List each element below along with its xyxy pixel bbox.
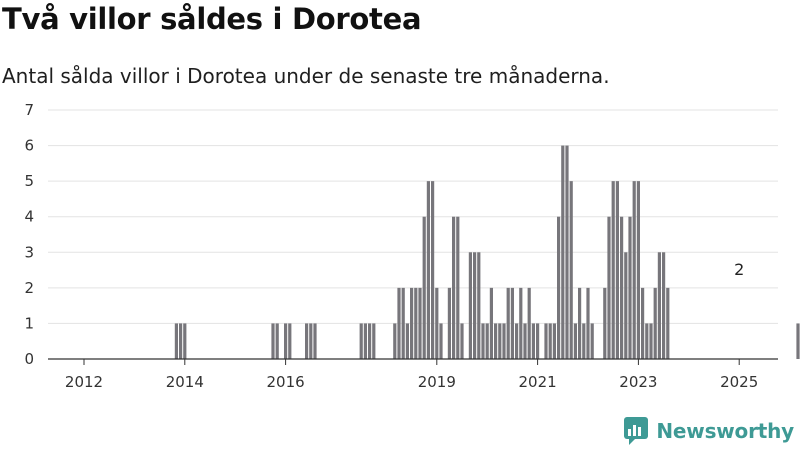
bar bbox=[414, 287, 418, 359]
bar bbox=[288, 323, 292, 359]
bar bbox=[368, 323, 372, 359]
bar bbox=[431, 181, 435, 359]
bar bbox=[636, 181, 640, 359]
bar bbox=[477, 252, 481, 359]
bar bbox=[405, 323, 409, 359]
chart-subtitle: Antal sålda villor i Dorotea under de se… bbox=[2, 64, 610, 88]
x-tick-label: 2025 bbox=[720, 373, 758, 391]
bar bbox=[590, 323, 594, 359]
bar bbox=[418, 287, 422, 359]
bar bbox=[557, 216, 561, 359]
bar bbox=[393, 323, 397, 359]
bar bbox=[561, 145, 565, 359]
bar bbox=[422, 216, 426, 359]
bar bbox=[653, 287, 657, 359]
highlight-value-label: 2 bbox=[734, 260, 744, 279]
x-tick-label: 2023 bbox=[619, 373, 657, 391]
bar bbox=[611, 181, 615, 359]
brand-logo: Newsworthy bbox=[623, 416, 794, 446]
x-tick-label: 2014 bbox=[166, 373, 204, 391]
bar bbox=[494, 323, 498, 359]
bar bbox=[645, 323, 649, 359]
newsworthy-logo-icon bbox=[624, 417, 649, 445]
bar bbox=[531, 323, 535, 359]
bar bbox=[456, 216, 460, 359]
bar bbox=[397, 287, 401, 359]
bar bbox=[489, 287, 493, 359]
bar bbox=[662, 252, 666, 359]
bar bbox=[183, 323, 187, 359]
bar bbox=[796, 323, 800, 359]
brand-name: Newsworthy bbox=[656, 419, 794, 443]
y-tick-label: 1 bbox=[24, 314, 34, 332]
bar bbox=[271, 323, 275, 359]
bar bbox=[502, 323, 506, 359]
x-tick-label: 2021 bbox=[519, 373, 557, 391]
bar bbox=[439, 323, 443, 359]
y-tick-label: 3 bbox=[24, 243, 34, 261]
chart-title: Två villor såldes i Dorotea bbox=[2, 2, 422, 36]
y-tick-label: 7 bbox=[24, 101, 34, 119]
bar bbox=[468, 252, 472, 359]
bar bbox=[275, 323, 279, 359]
bar bbox=[536, 323, 540, 359]
bar bbox=[519, 287, 523, 359]
bar bbox=[401, 287, 405, 359]
y-tick-label: 6 bbox=[24, 137, 34, 155]
y-tick-label: 2 bbox=[24, 279, 34, 297]
bar bbox=[309, 323, 313, 359]
bar bbox=[620, 216, 624, 359]
bar bbox=[372, 323, 376, 359]
bar bbox=[565, 145, 569, 359]
bar bbox=[578, 287, 582, 359]
bar bbox=[523, 323, 527, 359]
bar bbox=[544, 323, 548, 359]
y-tick-label: 4 bbox=[24, 208, 34, 226]
x-tick-label: 2012 bbox=[65, 373, 103, 391]
x-tick-label: 2016 bbox=[267, 373, 305, 391]
bar bbox=[359, 323, 363, 359]
bar bbox=[426, 181, 430, 359]
bar bbox=[628, 216, 632, 359]
bar bbox=[582, 323, 586, 359]
bar bbox=[586, 287, 590, 359]
bar bbox=[452, 216, 456, 359]
bar bbox=[447, 287, 451, 359]
x-tick-label: 2019 bbox=[418, 373, 456, 391]
bar bbox=[603, 287, 607, 359]
bar bbox=[615, 181, 619, 359]
bar bbox=[481, 323, 485, 359]
bar bbox=[410, 287, 414, 359]
y-tick-label: 0 bbox=[24, 350, 34, 368]
bar bbox=[573, 323, 577, 359]
bar bbox=[435, 287, 439, 359]
bar bbox=[485, 323, 489, 359]
bar bbox=[313, 323, 317, 359]
bar bbox=[363, 323, 367, 359]
bar bbox=[179, 323, 183, 359]
bar bbox=[657, 252, 661, 359]
bar bbox=[569, 181, 573, 359]
bar bbox=[552, 323, 556, 359]
bar bbox=[607, 216, 611, 359]
bar bbox=[174, 323, 178, 359]
bar bbox=[498, 323, 502, 359]
bar bbox=[460, 323, 464, 359]
bar bbox=[649, 323, 653, 359]
bar bbox=[624, 252, 628, 359]
bar bbox=[473, 252, 477, 359]
bar bbox=[527, 287, 531, 359]
bar bbox=[506, 287, 510, 359]
bar bbox=[510, 287, 514, 359]
y-tick-label: 5 bbox=[24, 172, 34, 190]
bar bbox=[284, 323, 288, 359]
bar bbox=[632, 181, 636, 359]
bar bbox=[305, 323, 309, 359]
bar bbox=[641, 287, 645, 359]
bar bbox=[515, 323, 519, 359]
bar bbox=[666, 287, 670, 359]
bar bbox=[548, 323, 552, 359]
